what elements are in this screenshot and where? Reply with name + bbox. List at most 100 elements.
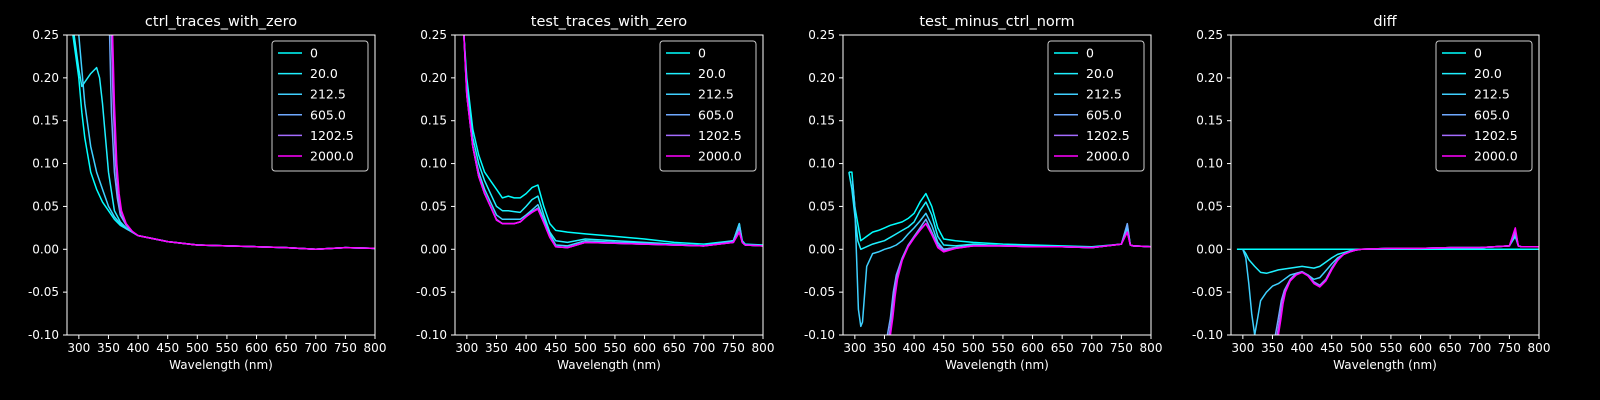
axes-frame [454,34,764,336]
series-lines [72,35,375,251]
x-tick-label: 750 [1110,341,1133,355]
x-tick-label: 400 [903,341,926,355]
chart-title: diff [1373,14,1397,30]
legend-label: 0 [1474,46,1482,61]
y-tick-label: 0.20 [32,71,59,85]
x-tick-label: 700 [1080,341,1103,355]
y-tick-label: 0.10 [808,157,835,171]
x-tick-label: 300 [1231,341,1254,355]
legend-label: 1202.5 [1086,128,1130,143]
series-lines [848,171,1151,335]
x-tick-label: 500 [186,341,209,355]
x-tick-label: 800 [752,341,775,355]
chart-panel-2: 300 350 400 450 500 550 600 650 700 750 800 -0.10 -0… [416,14,775,372]
legend-label: 605.0 [1086,107,1122,122]
x-tick-label: 800 [1140,341,1163,355]
y-tick-label: 0.00 [32,242,59,256]
series-line-212.5 [463,35,763,247]
series-line-2000.0 [889,222,1151,335]
legend-label: 20.0 [310,66,338,81]
x-tick-label: 750 [334,341,357,355]
x-tick-label: 500 [962,341,985,355]
x-tick-label: 550 [1379,341,1402,355]
chart-title: ctrl_traces_with_zero [145,14,297,30]
x-tick-label: 650 [1051,341,1074,355]
x-tick-label: 600 [245,341,268,355]
y-tick-label: -0.10 [416,328,447,342]
y-tick-label: 0.10 [1196,157,1223,171]
x-tick-label: 800 [364,341,387,355]
y-tick-label: -0.05 [28,285,59,299]
series-line-0 [463,35,763,246]
x-tick-label: 450 [932,341,955,355]
y-tick-label: 0.15 [32,114,59,128]
x-tick-label: 650 [1439,341,1462,355]
legend: 0 20.0 212.5 605.0 1202.5 2000.0 [1435,40,1533,172]
x-tick-label: 650 [275,341,298,355]
legend-label: 605.0 [310,107,346,122]
x-tick-label: 350 [873,341,896,355]
y-tick-label: 0.20 [420,71,447,85]
legend-label: 212.5 [1086,87,1122,102]
y-tick-label: 0.25 [1196,28,1223,42]
x-tick-label: 700 [304,341,327,355]
legend-label: 605.0 [698,107,734,122]
legend-label: 2000.0 [1474,149,1518,164]
legend-label: 2000.0 [698,149,742,164]
x-tick-label: 450 [1320,341,1343,355]
axes-frame [1230,34,1540,336]
axes-frame [66,34,376,336]
y-tick-label: -0.10 [28,328,59,342]
y-tick-label: -0.10 [804,328,835,342]
y-tick-label: 0.00 [808,242,835,256]
chart-title: test_traces_with_zero [531,14,688,30]
legend: 0 20.0 212.5 605.0 1202.5 2000.0 [659,40,757,172]
legend: 0 20.0 212.5 605.0 1202.5 2000.0 [1047,40,1145,172]
x-tick-label: 450 [544,341,567,355]
y-tick-label: 0.05 [420,199,447,213]
x-tick-label: 400 [1291,341,1314,355]
y-tick-label: -0.05 [1192,285,1223,299]
legend-label: 2000.0 [310,149,354,164]
y-tick-label: -0.05 [416,285,447,299]
y-tick-label: 0.15 [1196,114,1223,128]
x-tick-label: 350 [97,341,120,355]
series-line-2000.0 [463,35,763,249]
x-tick-label: 600 [1021,341,1044,355]
series-lines [463,35,763,249]
legend-label: 212.5 [1474,87,1510,102]
y-tick-label: 0.20 [808,71,835,85]
x-tick-label: 450 [156,341,179,355]
legend-label: 2000.0 [1086,149,1130,164]
chart-panel-3: 300 350 400 450 500 550 600 650 700 750 800 -0.10 -0… [804,14,1163,372]
x-tick-label: 350 [485,341,508,355]
x-tick-label: 700 [692,341,715,355]
x-tick-label: 800 [1528,341,1551,355]
y-tick-label: 0.05 [32,199,59,213]
y-tick-label: 0.25 [808,28,835,42]
legend-label: 0 [698,46,706,61]
x-axis-label: Wavelength (nm) [557,358,661,372]
legend-label: 0 [1086,46,1094,61]
chart-title: test_minus_ctrl_norm [919,14,1074,30]
legend-label: 0 [310,46,318,61]
legend-label: 20.0 [1474,66,1502,81]
x-axis-label: Wavelength (nm) [169,358,273,372]
x-tick-label: 550 [215,341,238,355]
legend: 0 20.0 212.5 605.0 1202.5 2000.0 [271,40,369,172]
legend-label: 212.5 [310,87,346,102]
x-axis-label: Wavelength (nm) [1333,358,1437,372]
x-tick-label: 350 [1261,341,1284,355]
y-tick-label: 0.00 [420,242,447,256]
x-tick-label: 400 [127,341,150,355]
y-tick-label: 0.20 [1196,71,1223,85]
y-tick-label: 0.05 [1196,199,1223,213]
y-tick-label: 0.15 [808,114,835,128]
x-tick-label: 550 [603,341,626,355]
series-lines [1236,227,1539,335]
y-tick-label: 0.10 [420,157,447,171]
x-tick-label: 600 [633,341,656,355]
x-tick-label: 300 [843,341,866,355]
